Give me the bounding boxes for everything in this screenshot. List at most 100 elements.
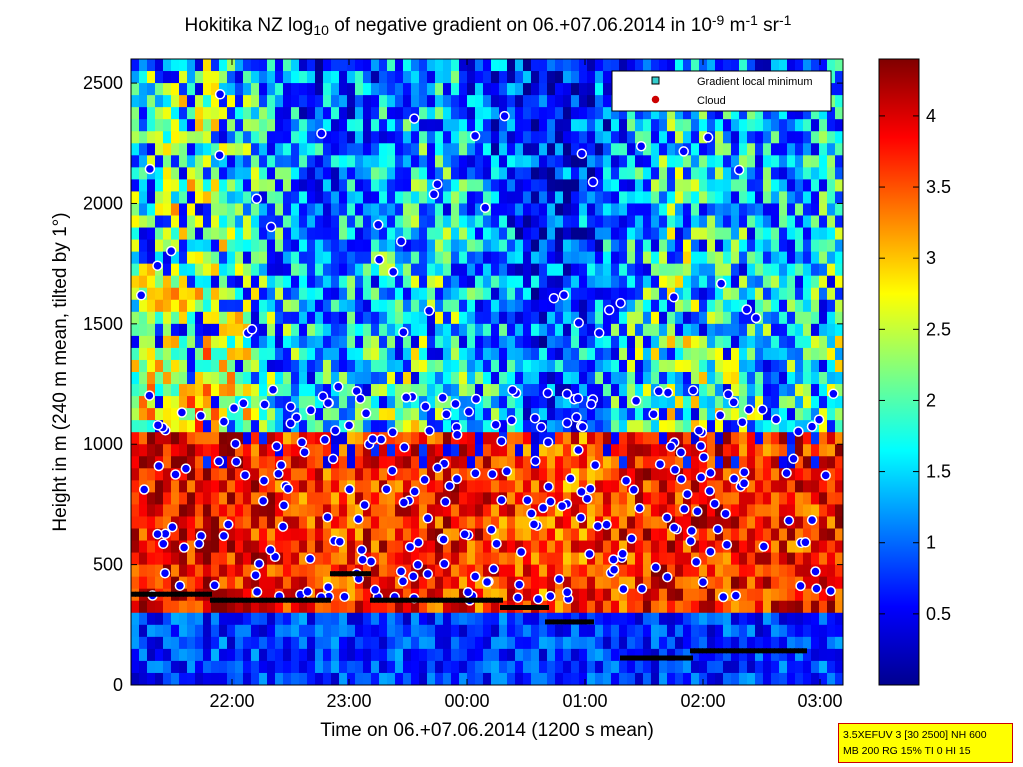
heatmap-cell: [323, 275, 332, 289]
heatmap-cell: [691, 359, 700, 373]
heatmap-cell: [331, 660, 340, 674]
heatmap-cell: [571, 359, 580, 373]
heatmap-cell: [147, 95, 156, 108]
heatmap-cell: [723, 287, 732, 301]
gradient-minimum-marker: [222, 597, 227, 603]
heatmap-cell: [259, 612, 268, 626]
cloud-marker: [601, 519, 612, 530]
heatmap-cell: [427, 396, 436, 409]
heatmap-cell: [187, 227, 196, 241]
heatmap-cell: [467, 612, 476, 626]
heatmap-cell: [299, 624, 308, 638]
heatmap-cell: [299, 251, 308, 265]
heatmap-cell: [243, 335, 252, 349]
heatmap-cell: [427, 528, 436, 542]
heatmap-cell: [579, 396, 588, 409]
heatmap-cell: [307, 239, 316, 253]
heatmap-cell: [203, 492, 212, 506]
heatmap-cell: [531, 624, 540, 638]
heatmap-cell: [307, 612, 316, 626]
heatmap-cell: [523, 179, 532, 193]
heatmap-cell: [347, 227, 356, 241]
heatmap-cell: [611, 456, 620, 469]
heatmap-cell: [331, 504, 340, 518]
heatmap-cell: [555, 396, 564, 409]
heatmap-cell: [275, 576, 284, 590]
heatmap-cell: [467, 179, 476, 193]
heatmap-cell: [795, 143, 804, 156]
heatmap-cell: [179, 287, 188, 301]
heatmap-cell: [747, 576, 756, 590]
heatmap-cell: [387, 660, 396, 674]
heatmap-cell: [427, 359, 436, 373]
heatmap-cell: [683, 372, 692, 385]
heatmap-cell: [523, 576, 532, 590]
heatmap-cell: [171, 347, 180, 361]
heatmap-cell: [371, 372, 380, 385]
heatmap-cell: [459, 492, 468, 506]
heatmap-cell: [587, 335, 596, 349]
heatmap-cell: [171, 287, 180, 301]
heatmap-cell: [211, 444, 220, 457]
heatmap-cell: [699, 564, 708, 578]
heatmap-cell: [291, 516, 300, 530]
heatmap-cell: [803, 636, 812, 650]
heatmap-cell: [523, 648, 532, 662]
heatmap-cell: [627, 648, 636, 662]
heatmap-cell: [635, 323, 644, 337]
heatmap-cell: [627, 215, 636, 229]
heatmap-cell: [371, 396, 380, 409]
heatmap-cell: [731, 552, 740, 566]
heatmap-cell: [283, 624, 292, 638]
heatmap-cell: [427, 672, 436, 685]
heatmap-cell: [779, 143, 788, 156]
heatmap-cell: [195, 179, 204, 193]
heatmap-cell: [555, 600, 564, 614]
heatmap-cell: [427, 408, 436, 421]
heatmap-cell: [251, 107, 260, 120]
heatmap-cell: [827, 239, 836, 253]
heatmap-cell: [179, 263, 188, 277]
heatmap-cell: [435, 59, 444, 72]
heatmap-cell: [443, 636, 452, 650]
heatmap-cell: [507, 335, 516, 349]
heatmap-cell: [259, 215, 268, 229]
heatmap-cell: [555, 155, 564, 168]
heatmap-cell: [563, 311, 572, 325]
heatmap-cell: [179, 203, 188, 217]
heatmap-cell: [195, 143, 204, 156]
heatmap-cell: [363, 564, 372, 578]
heatmap-cell: [163, 119, 172, 132]
heatmap-cell: [299, 311, 308, 325]
heatmap-cell: [699, 167, 708, 180]
heatmap-cell: [435, 492, 444, 506]
heatmap-cell: [243, 215, 252, 229]
heatmap-cell: [419, 492, 428, 506]
cloud-marker: [825, 585, 836, 597]
heatmap-cell: [675, 492, 684, 506]
heatmap-cell: [227, 215, 236, 229]
heatmap-cell: [739, 576, 748, 590]
heatmap-cell: [363, 143, 372, 156]
heatmap-cell: [803, 600, 812, 614]
heatmap-cell: [611, 311, 620, 325]
heatmap-cell: [203, 456, 212, 469]
heatmap-cell: [707, 660, 716, 674]
heatmap-cell: [499, 504, 508, 518]
heatmap-cell: [379, 504, 388, 518]
cloud-marker: [697, 576, 709, 588]
heatmap-cell: [795, 408, 804, 421]
heatmap-cell: [163, 179, 172, 193]
heatmap-cell: [723, 600, 732, 614]
gradient-minimum-marker: [175, 591, 180, 597]
heatmap-cell: [795, 131, 804, 144]
heatmap-cell: [723, 107, 732, 120]
heatmap-cell: [323, 504, 332, 518]
heatmap-cell: [635, 528, 644, 542]
heatmap-cell: [187, 660, 196, 674]
cloud-marker: [231, 456, 242, 467]
heatmap-cell: [459, 227, 468, 241]
heatmap-cell: [419, 359, 428, 373]
heatmap-cell: [411, 119, 420, 132]
heatmap-cell: [779, 408, 788, 421]
